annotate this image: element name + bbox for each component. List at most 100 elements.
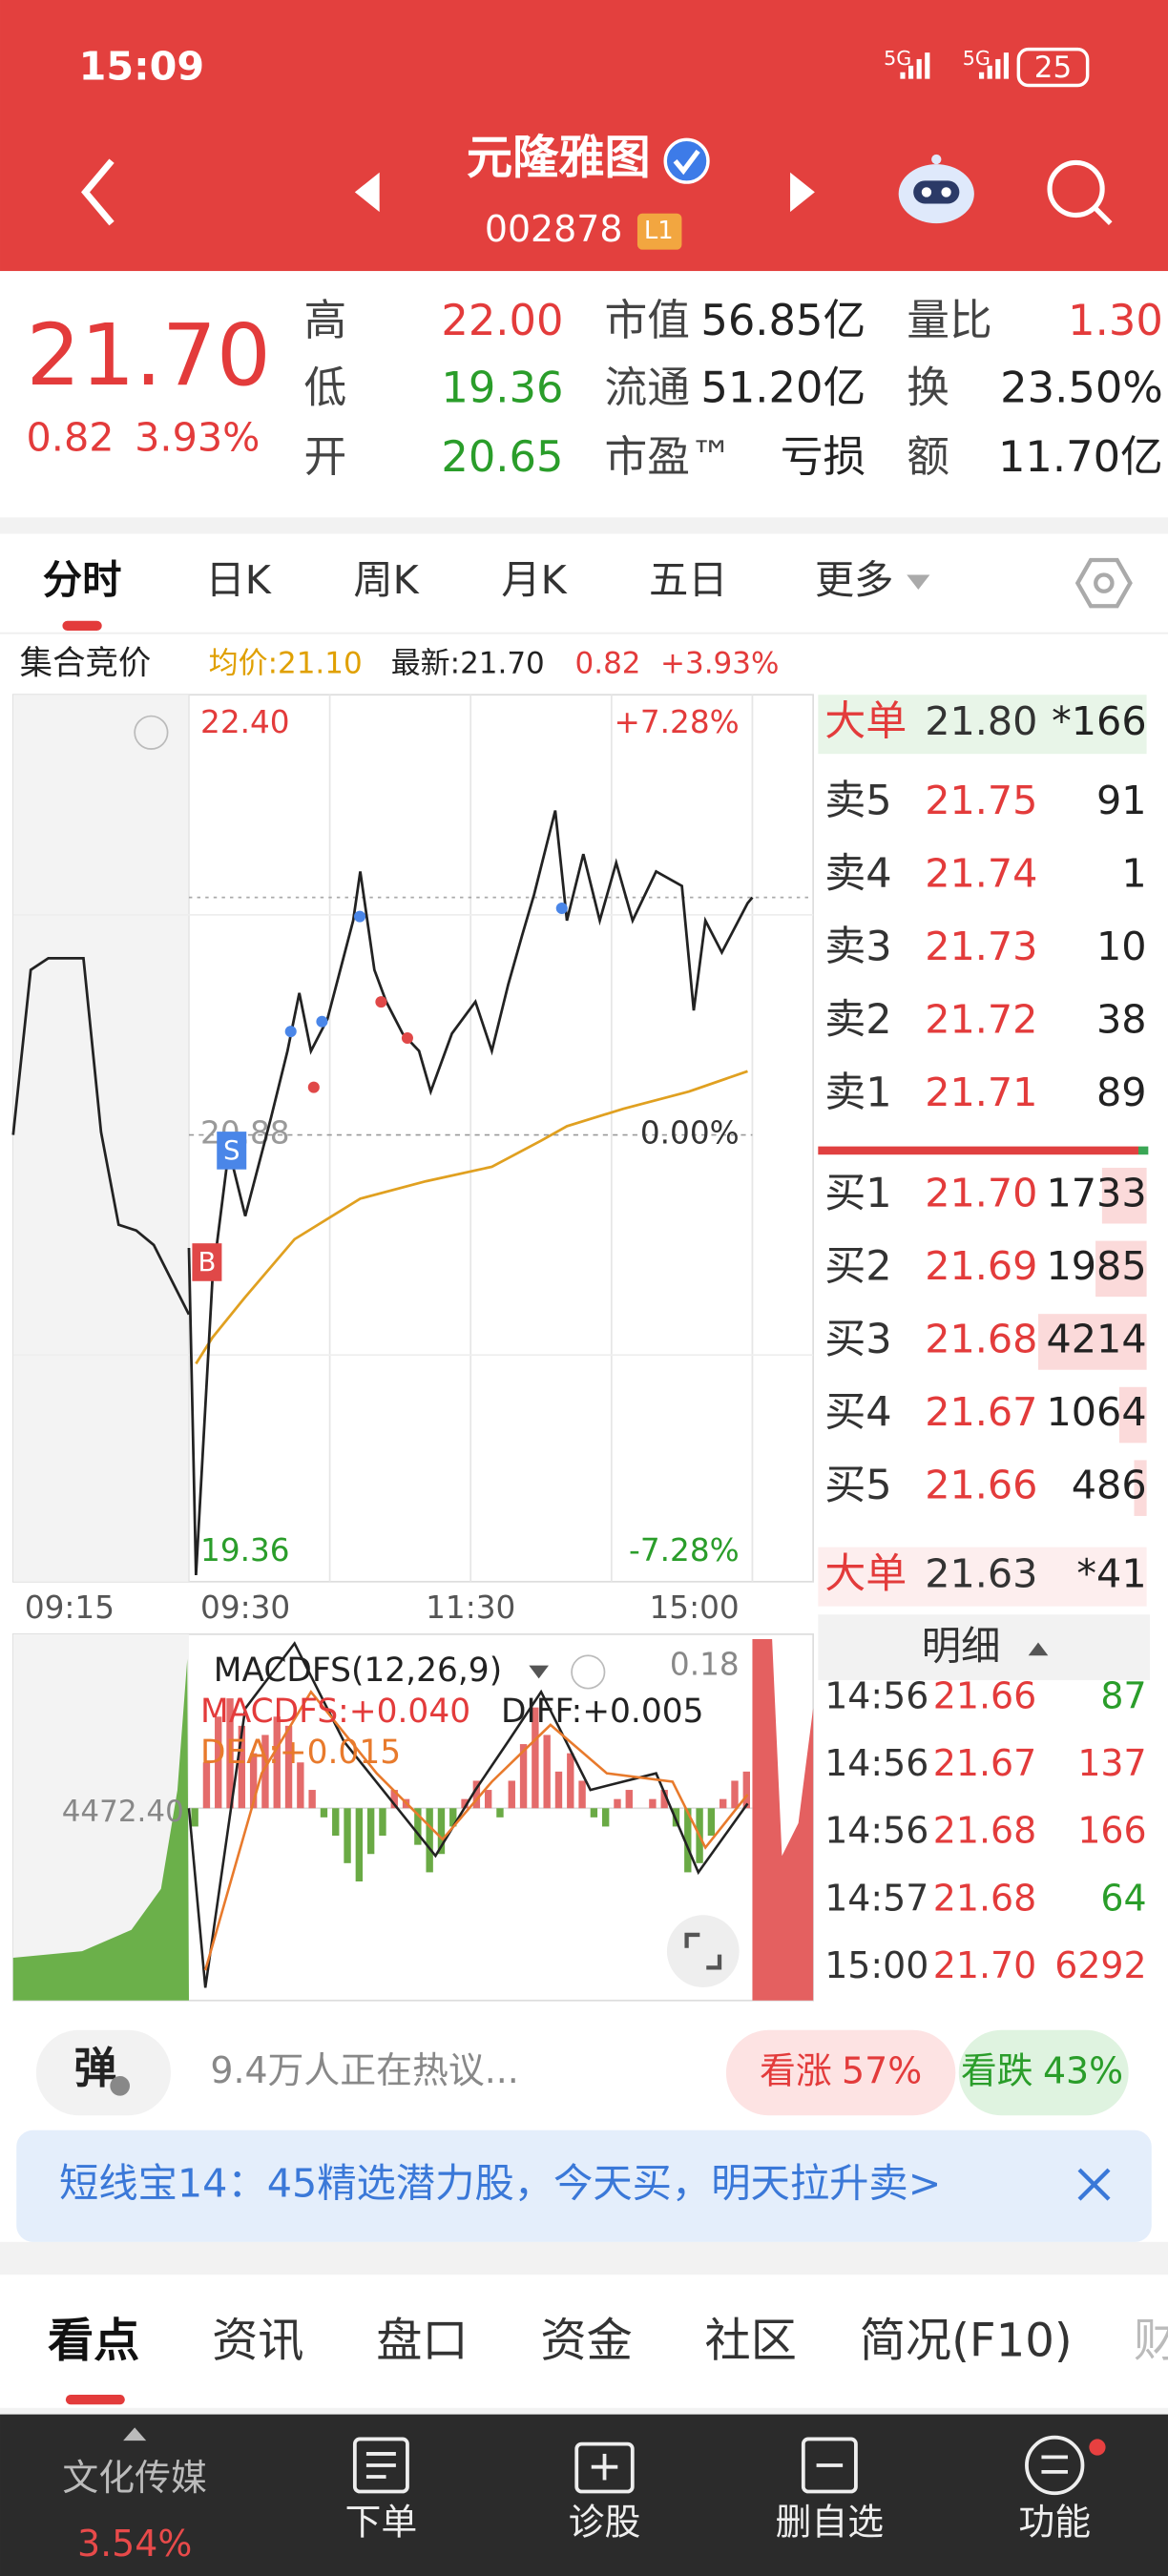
diff-value: DIFF:+0.005 bbox=[501, 1693, 703, 1731]
sort-arrow bbox=[1028, 1642, 1049, 1656]
stat-label: 开 bbox=[303, 431, 346, 482]
separator bbox=[0, 632, 1168, 634]
trade-dot bbox=[555, 902, 568, 915]
nav-item[interactable]: 诊股 bbox=[569, 2501, 641, 2543]
settings-icon[interactable] bbox=[1074, 557, 1133, 609]
macd-bar bbox=[720, 1798, 727, 1809]
separator bbox=[0, 517, 1168, 534]
y2-tick-label: -7.28% bbox=[629, 1532, 740, 1568]
tab[interactable]: 更多 bbox=[815, 557, 894, 603]
content-tab[interactable]: 资金 bbox=[540, 2315, 632, 2368]
content-tab[interactable]: 财 bbox=[1134, 2315, 1168, 2368]
stat-value: 23.50% bbox=[1000, 363, 1163, 413]
trade-price: 21.68 bbox=[933, 1877, 1036, 1919]
macd-bar bbox=[437, 1808, 446, 1855]
level: L1 bbox=[644, 217, 674, 245]
signal-bar bbox=[979, 72, 985, 79]
nav-item[interactable]: 下单 bbox=[345, 2501, 418, 2543]
content-tab[interactable]: 资讯 bbox=[212, 2315, 303, 2368]
content-tab[interactable]: 看点 bbox=[48, 2315, 139, 2368]
after-volume bbox=[752, 1639, 814, 2001]
expand-button[interactable] bbox=[666, 1915, 740, 1988]
tab[interactable]: 周K bbox=[353, 557, 419, 603]
next-stock[interactable] bbox=[790, 172, 815, 213]
macd-bar bbox=[426, 1808, 433, 1873]
trade-price: 21.68 bbox=[933, 1810, 1036, 1852]
bull-pill bbox=[725, 2029, 956, 2116]
signal-bar bbox=[900, 72, 906, 79]
book-volume: 1 bbox=[1121, 850, 1146, 896]
trade-time: 15:00 bbox=[824, 1944, 928, 1986]
search-icon[interactable] bbox=[1047, 159, 1113, 225]
trade-time: 14:56 bbox=[824, 1675, 928, 1717]
nav-item[interactable]: 功能 bbox=[1018, 2501, 1091, 2543]
trade-dot bbox=[353, 910, 366, 923]
stat-label: 低 bbox=[303, 363, 346, 413]
diff-line bbox=[187, 1641, 749, 1988]
vote-pct: 43% bbox=[1043, 2049, 1123, 2091]
back-button[interactable] bbox=[81, 158, 115, 226]
macd-bar bbox=[496, 1808, 504, 1818]
danmu-button[interactable] bbox=[35, 2029, 172, 2116]
stat-value: 22.00 bbox=[441, 295, 563, 345]
vote-label[interactable]: 看涨 57% bbox=[760, 2049, 922, 2091]
trade-volume: 64 bbox=[1100, 1877, 1146, 1919]
tab[interactable]: 月K bbox=[501, 557, 567, 603]
trade-price: 21.67 bbox=[933, 1742, 1036, 1784]
y2-tick-label: 0.00% bbox=[640, 1115, 740, 1152]
vote-label[interactable]: 看跌 43% bbox=[961, 2049, 1123, 2091]
book-price: 21.71 bbox=[925, 1070, 1037, 1115]
trade-dot bbox=[375, 996, 387, 1008]
book-price: 21.67 bbox=[925, 1389, 1037, 1435]
danmu-off bbox=[110, 2075, 131, 2096]
book-label: 大单 bbox=[824, 698, 907, 746]
tab[interactable]: 五日 bbox=[649, 557, 728, 603]
book-volume: 1733 bbox=[1047, 1170, 1147, 1215]
content-tab[interactable]: 盘口 bbox=[376, 2315, 468, 2368]
stat-value: 1.30 bbox=[1068, 295, 1163, 345]
banner-text: 短线宝14：45精选潜力股，今天买，明天拉升卖> bbox=[59, 2160, 941, 2206]
signal-bar bbox=[916, 58, 922, 79]
banner-close[interactable] bbox=[1077, 2168, 1111, 2201]
tab-underline bbox=[62, 620, 102, 632]
macd-bar bbox=[284, 1725, 293, 1809]
x-tick-label: 15:00 bbox=[649, 1589, 739, 1626]
book-price: 21.66 bbox=[925, 1463, 1037, 1508]
help-icon[interactable] bbox=[134, 715, 169, 750]
stat-value: 56.85亿 bbox=[700, 295, 866, 345]
dea-line bbox=[203, 1690, 749, 1971]
detail-header-bg bbox=[818, 1614, 1151, 1681]
content-tab[interactable]: 简况(F10) bbox=[860, 2315, 1073, 2368]
trade-dot bbox=[401, 1031, 413, 1045]
content-tab[interactable]: 社区 bbox=[705, 2315, 797, 2368]
price-line bbox=[187, 810, 754, 1575]
macd-bar bbox=[297, 1762, 304, 1809]
network: 5G bbox=[884, 47, 911, 70]
stat-label: 流通 bbox=[605, 363, 691, 413]
tab[interactable]: 日K bbox=[205, 557, 271, 603]
verified-badge bbox=[663, 137, 710, 184]
macd-value: MACDFS:+0.040 bbox=[200, 1693, 470, 1731]
stat-label: 市值 bbox=[605, 295, 691, 345]
help-icon bbox=[571, 1654, 606, 1690]
trade-time: 14:56 bbox=[824, 1810, 928, 1852]
change-pct: 3.93% bbox=[135, 414, 260, 460]
y-tick-label: 19.36 bbox=[200, 1532, 290, 1568]
stat-value: 亏损 bbox=[781, 431, 866, 482]
book-volume: *41 bbox=[1076, 1551, 1146, 1597]
macd-bar bbox=[215, 1716, 222, 1809]
dea-value: DEA:+0.015 bbox=[200, 1734, 401, 1772]
stock-code: 002878 bbox=[485, 208, 623, 250]
dropdown-arrow bbox=[907, 574, 930, 591]
macd-bar bbox=[684, 1808, 692, 1873]
nav-item[interactable]: 删自选 bbox=[776, 2501, 885, 2543]
book-volume: 486 bbox=[1072, 1463, 1147, 1508]
bid-volume-bar bbox=[1118, 1386, 1147, 1444]
level-badge bbox=[636, 213, 682, 250]
auction-line bbox=[11, 956, 191, 1316]
trade-time: 14:57 bbox=[824, 1877, 928, 1919]
tab[interactable]: 分时 bbox=[43, 557, 122, 603]
robot-icon[interactable] bbox=[898, 154, 974, 224]
prev-stock[interactable] bbox=[354, 172, 380, 213]
book-price: 21.70 bbox=[925, 1170, 1037, 1215]
